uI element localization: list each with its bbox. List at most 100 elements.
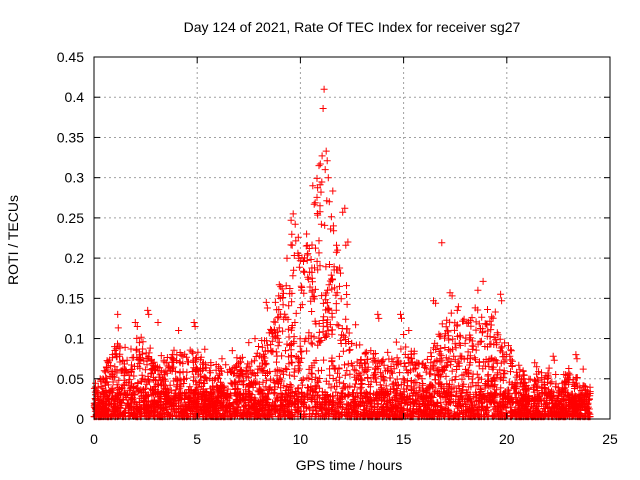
data-point: [277, 283, 285, 291]
data-point: [519, 396, 527, 404]
data-point: [362, 406, 370, 414]
data-point: [267, 347, 275, 355]
data-point: [370, 350, 378, 358]
data-point: [402, 343, 410, 351]
data-point: [292, 392, 300, 400]
data-point: [217, 400, 225, 408]
data-point: [560, 384, 568, 392]
data-point: [520, 371, 528, 379]
data-point: [525, 408, 533, 416]
data-point: [386, 374, 394, 382]
data-point: [482, 394, 490, 402]
data-point: [416, 403, 423, 410]
data-point: [558, 404, 566, 411]
data-point: [344, 360, 352, 368]
data-point: [334, 369, 341, 377]
data-point: [231, 408, 239, 416]
data-point: [400, 376, 408, 384]
data-point: [356, 371, 364, 379]
data-point: [507, 403, 515, 411]
data-point: [280, 289, 287, 297]
data-point: [202, 401, 210, 409]
data-point: [398, 395, 406, 403]
data-point: [180, 395, 188, 403]
data-point: [312, 402, 320, 410]
data-point: [124, 391, 132, 398]
data-point: [441, 330, 449, 338]
data-point: [475, 362, 483, 370]
data-point: [427, 349, 435, 357]
data-point: [165, 364, 173, 372]
data-point: [312, 373, 320, 381]
data-point: [308, 362, 316, 370]
data-point: [325, 380, 333, 388]
data-point: [197, 365, 204, 373]
data-point: [414, 408, 422, 415]
data-point: [469, 345, 477, 353]
data-point: [339, 208, 347, 216]
data-point: [388, 405, 396, 413]
data-point: [165, 388, 173, 396]
data-point: [467, 334, 475, 342]
data-point: [175, 397, 183, 405]
data-point: [101, 411, 109, 419]
data-point: [288, 340, 295, 348]
data-point: [138, 371, 146, 379]
data-point: [313, 193, 321, 201]
data-point: [456, 400, 464, 408]
data-point: [325, 198, 333, 206]
data-point: [337, 389, 345, 397]
data-point: [357, 392, 365, 400]
data-point: [546, 379, 554, 387]
data-point: [474, 340, 482, 348]
data-point: [356, 402, 364, 410]
data-point: [512, 373, 520, 381]
data-point: [472, 381, 480, 389]
data-point: [525, 400, 533, 408]
data-point: [303, 347, 311, 355]
data-point: [279, 327, 287, 335]
data-point: [292, 237, 300, 245]
data-point: [437, 344, 445, 352]
data-point: [319, 299, 327, 307]
data-point: [202, 374, 210, 382]
data-point: [307, 256, 315, 263]
data-point: [441, 334, 448, 342]
data-point: [170, 346, 178, 354]
data-point: [534, 409, 542, 417]
data-point: [291, 220, 299, 228]
data-point: [519, 375, 527, 383]
data-point: [466, 395, 474, 403]
data-point: [520, 379, 528, 387]
data-point: [240, 396, 248, 404]
data-point: [326, 365, 333, 373]
data-point: [401, 362, 409, 370]
data-point: [332, 300, 340, 308]
data-point: [337, 336, 345, 344]
data-point: [472, 326, 480, 334]
data-point: [296, 365, 304, 373]
x-tick-label: 20: [499, 431, 515, 447]
data-point: [185, 394, 193, 402]
data-point: [246, 395, 254, 403]
data-point: [307, 383, 315, 391]
data-point: [342, 315, 350, 323]
data-point: [288, 230, 296, 238]
data-point: [327, 384, 335, 392]
data-point: [294, 407, 302, 414]
data-point: [113, 381, 121, 389]
data-point: [284, 315, 292, 323]
data-point: [303, 374, 311, 382]
data-point: [409, 365, 417, 373]
data-point: [205, 393, 213, 401]
data-point: [392, 338, 400, 346]
data-point: [156, 405, 164, 413]
data-point: [508, 412, 516, 420]
data-point: [328, 275, 336, 283]
data-point: [322, 147, 330, 155]
data-point: [329, 392, 337, 400]
data-point: [550, 391, 558, 399]
data-point: [353, 358, 361, 366]
data-point: [312, 357, 320, 364]
data-point: [194, 348, 202, 356]
